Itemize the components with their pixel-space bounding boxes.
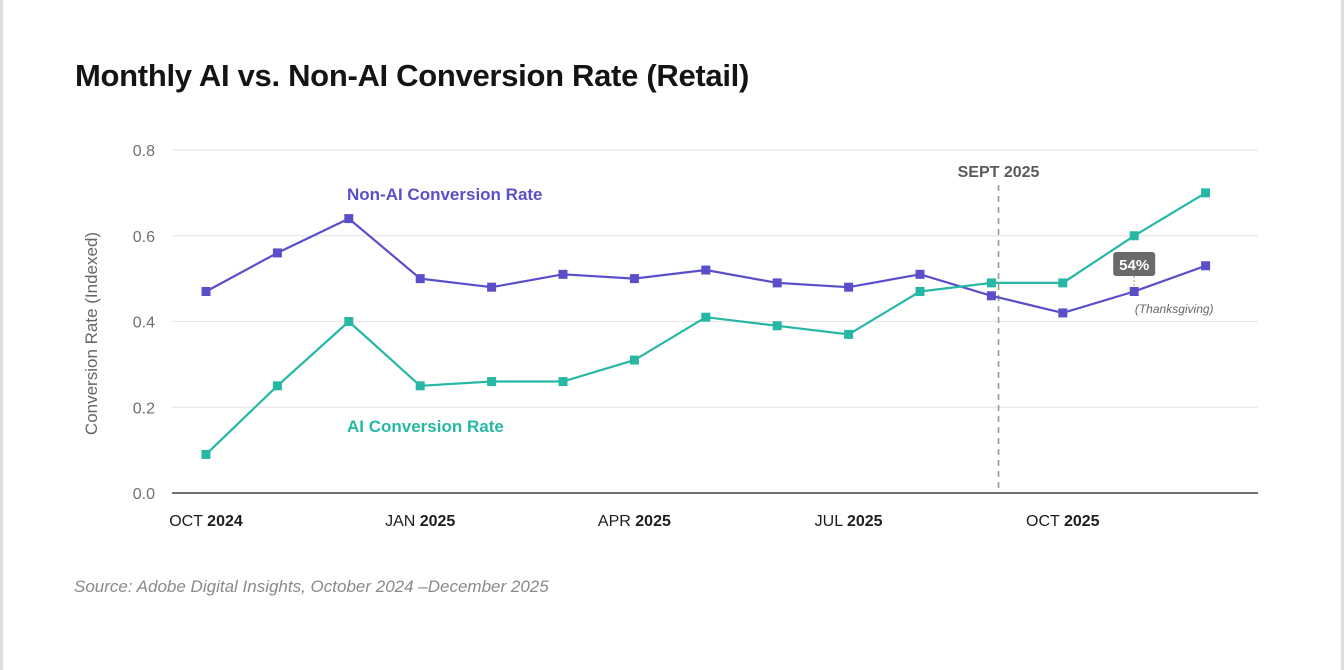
non-ai-conversion-rate-point: [487, 282, 497, 292]
ai-conversion-rate-point: [344, 317, 354, 326]
series-lines: [201, 188, 1211, 459]
x-tick-label: JUL 2025: [815, 513, 883, 530]
annotation-note: (Thanksgiving): [1135, 302, 1214, 316]
non-ai-conversion-rate-point: [272, 248, 282, 258]
ai-conversion-rate-point: [201, 449, 211, 459]
non-ai-conversion-rate-point: [415, 274, 425, 284]
y-axis-title: Conversion Rate (Indexed): [82, 232, 101, 435]
left-border: [0, 0, 3, 670]
annotation-value: 54%: [1119, 257, 1149, 274]
series-label-ai-conversion-rate: AI Conversion Rate: [347, 417, 504, 436]
y-tick-label: 0.2: [133, 400, 155, 417]
non-ai-conversion-rate-point: [844, 282, 854, 292]
y-tick-label: 0.4: [133, 315, 155, 332]
non-ai-conversion-rate-point: [701, 265, 711, 275]
x-tick-label: OCT 2025: [1026, 513, 1100, 530]
ai-conversion-rate-point: [915, 286, 925, 296]
ai-conversion-rate-point: [415, 381, 425, 391]
ai-conversion-rate-point: [629, 355, 639, 365]
x-tick-label: JAN 2025: [385, 513, 455, 530]
ai-conversion-rate-point: [1201, 188, 1211, 198]
ai-conversion-rate-point: [272, 381, 282, 391]
right-border: [1341, 0, 1344, 670]
ai-conversion-rate-point: [772, 321, 782, 331]
gridlines: [172, 149, 1258, 408]
marker-label: SEPT 2025: [958, 164, 1040, 181]
ai-conversion-rate-point: [701, 312, 711, 322]
x-tick-label: OCT 2024: [169, 513, 243, 530]
source-note: Source: Adobe Digital Insights, October …: [74, 577, 549, 596]
ai-conversion-rate-point: [986, 278, 996, 288]
non-ai-conversion-rate-point: [558, 269, 568, 279]
annotation-badge: [1113, 252, 1156, 276]
ai-conversion-rate-point: [558, 377, 568, 387]
non-ai-conversion-rate-point: [1058, 308, 1068, 318]
non-ai-conversion-rate-point: [915, 269, 925, 279]
y-tick-label: 0.0: [133, 486, 155, 503]
non-ai-conversion-rate-point: [986, 291, 996, 301]
non-ai-conversion-rate-point: [1201, 261, 1211, 271]
ai-conversion-rate-point: [487, 377, 497, 387]
non-ai-conversion-rate-point: [201, 286, 211, 296]
non-ai-conversion-rate-point: [772, 278, 782, 288]
chart-title: Monthly AI vs. Non-AI Conversion Rate (R…: [75, 58, 749, 93]
non-ai-conversion-rate-point: [1129, 286, 1139, 296]
ai-conversion-rate-point: [1058, 278, 1068, 288]
chart-labels: 0.0 0.2 0.4 0.6 0.8 Conversion Rate (Indexed)…: [82, 143, 1214, 530]
ai-conversion-rate-point: [1129, 231, 1139, 241]
x-tick-label: APR 2025: [598, 513, 671, 530]
y-tick-label: 0.6: [133, 229, 155, 246]
non-ai-conversion-rate-point: [344, 214, 354, 224]
series-label-non-ai-conversion-rate: Non-AI Conversion Rate: [347, 185, 543, 204]
non-ai-conversion-rate-point: [629, 274, 639, 284]
ai-conversion-rate-line: [205, 191, 1207, 456]
y-tick-label: 0.8: [133, 143, 155, 160]
ai-conversion-rate-point: [844, 329, 854, 339]
